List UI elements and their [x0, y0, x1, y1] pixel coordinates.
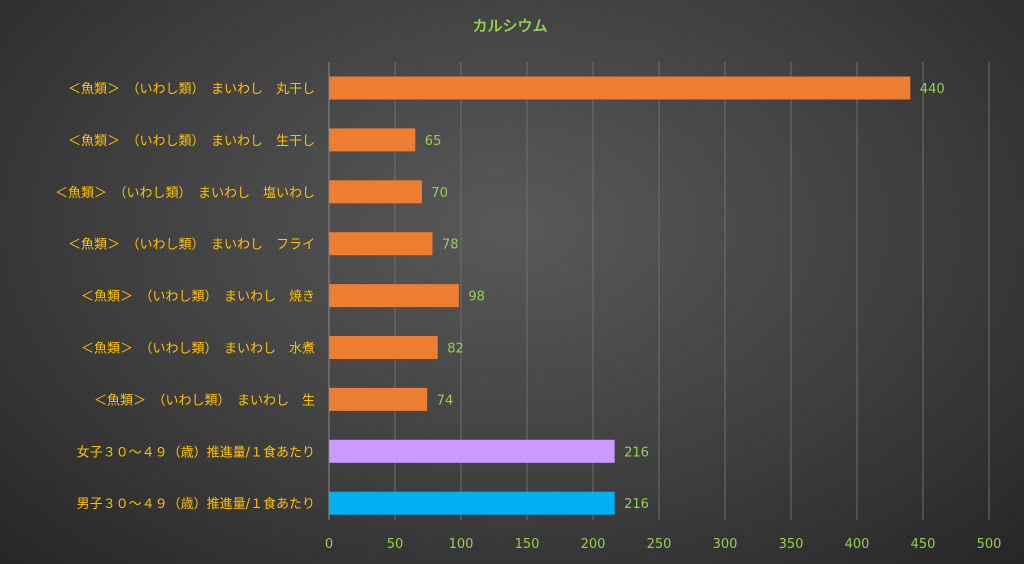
bar [329, 491, 615, 515]
x-tick-label: 250 [647, 537, 672, 552]
x-tick-label: 0 [325, 537, 333, 552]
category-label: ＜魚類＞ （いわし類） まいわし 焼き [81, 290, 315, 305]
data-label: 216 [624, 497, 649, 512]
bar [329, 128, 416, 152]
bar [329, 180, 422, 204]
gridlines [328, 62, 990, 520]
category-label: 男子３０～４９（歳）推進量/１食あたり [77, 496, 315, 512]
category-label: ＜魚類＞ （いわし類） まいわし 丸干し [68, 82, 315, 97]
category-label: ＜魚類＞ （いわし類） まいわし 水煮 [81, 342, 315, 357]
x-tick-label: 150 [515, 537, 540, 552]
bar [329, 232, 433, 256]
bar [329, 76, 911, 100]
data-label: 216 [624, 445, 649, 460]
category-label: 女子３０～４９（歳）推進量/１食あたり [77, 444, 315, 460]
x-tick-label: 200 [581, 537, 606, 552]
x-tick-label: 400 [845, 537, 870, 552]
data-label: 98 [468, 290, 485, 305]
x-tick-label: 300 [713, 537, 738, 552]
category-label: ＜魚類＞ （いわし類） まいわし フライ [68, 238, 315, 253]
chart-title: カルシウム [472, 17, 547, 35]
x-tick-label: 450 [911, 537, 936, 552]
x-tick-label: 350 [779, 537, 804, 552]
category-label: ＜魚類＞ （いわし類） まいわし 生 [94, 393, 315, 408]
data-label: 82 [447, 342, 464, 357]
labels: 0 50 100 150 200 250 300 350 400 450 500 ＜魚類＞ （いわし類… [55, 82, 1001, 552]
data-label: 70 [431, 186, 448, 201]
data-label: 65 [425, 134, 442, 149]
x-tick-label: 50 [387, 537, 404, 552]
bar [329, 284, 459, 308]
category-label: ＜魚類＞ （いわし類） まいわし 塩いわし [55, 186, 315, 201]
x-tick-label: 100 [449, 537, 474, 552]
x-tick-label: 500 [977, 537, 1002, 552]
bar [329, 387, 428, 411]
data-label: 78 [442, 238, 459, 253]
data-label: 440 [920, 82, 945, 97]
bar [329, 336, 438, 359]
category-label: ＜魚類＞ （いわし類） まいわし 生干し [68, 134, 315, 149]
data-label: 74 [437, 393, 454, 408]
bar [329, 439, 615, 463]
bars [329, 76, 911, 515]
